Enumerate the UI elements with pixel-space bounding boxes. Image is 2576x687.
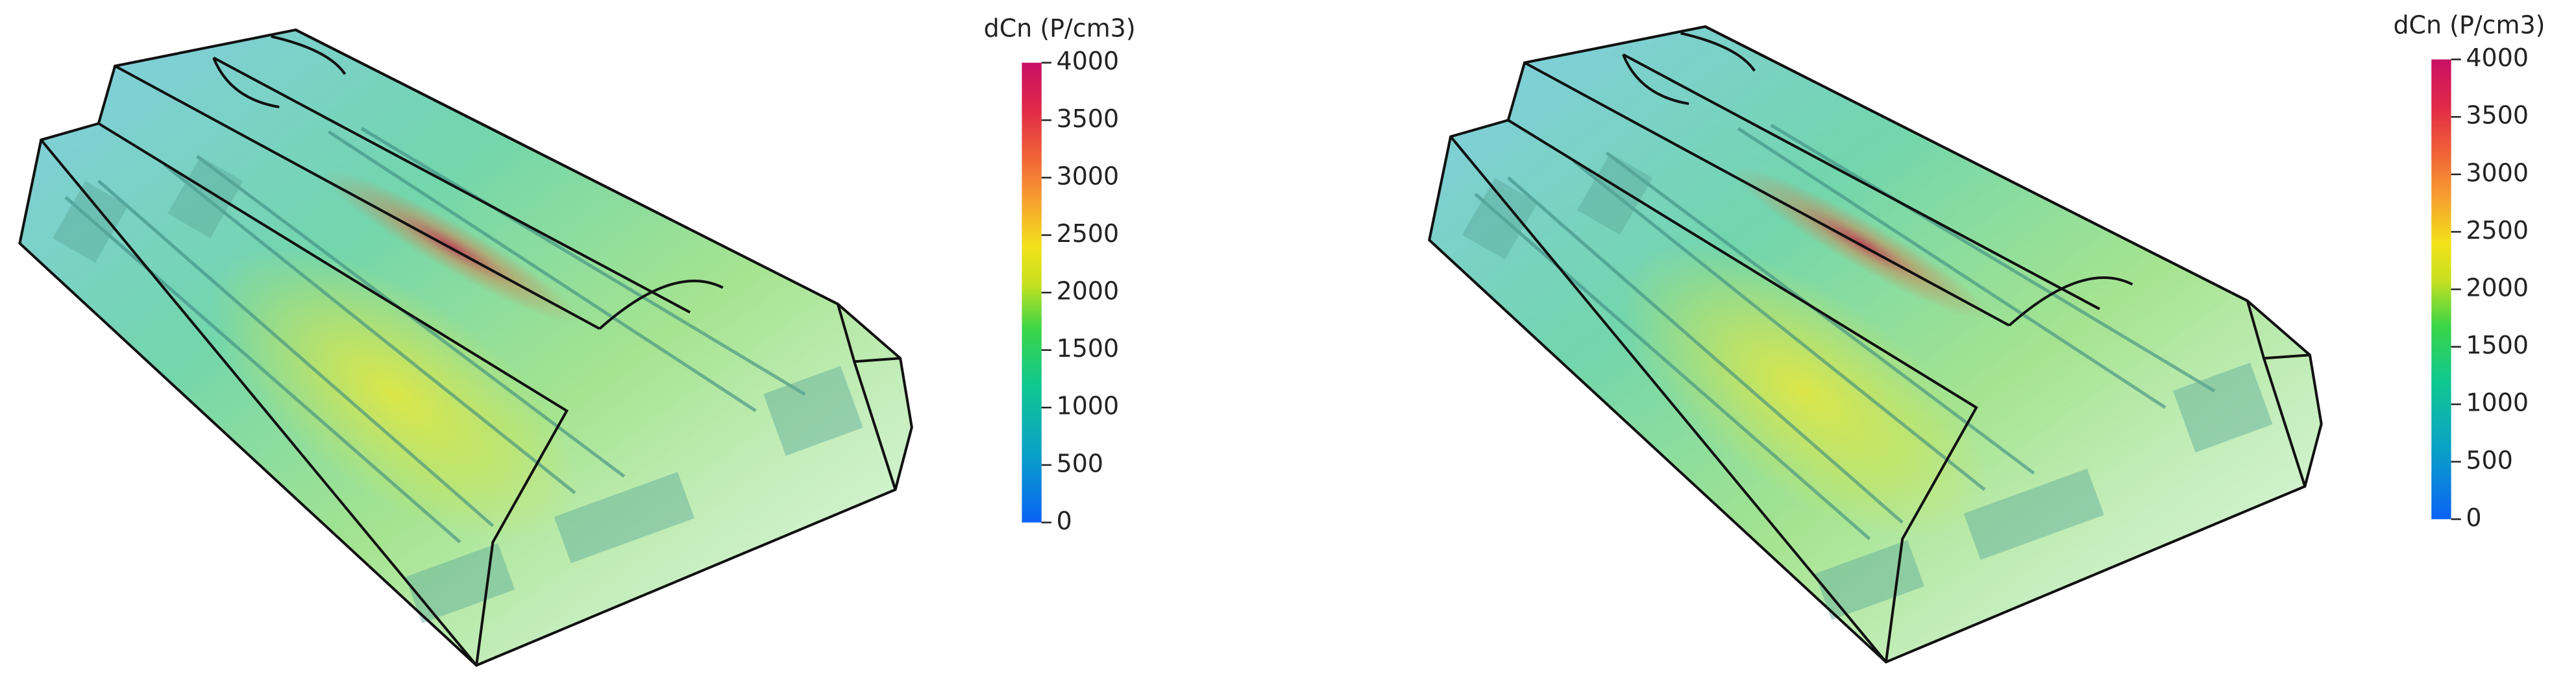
colorbar-tick-label: 3000 xyxy=(1057,162,1120,190)
colorbar-tick-label: 1000 xyxy=(2466,389,2529,417)
colorbar xyxy=(1022,62,1042,523)
colorbar-tick-label: 3500 xyxy=(1057,104,1120,133)
colorbar-title: dCn (P/cm3) xyxy=(2393,10,2545,39)
colorbar-tick-label: 500 xyxy=(1057,449,1103,477)
panels: dCn (P/cm3) 0 500 1000 1500 2000 2500 3000 3500 4… xyxy=(19,10,2545,665)
colorbar-tick-label: 0 xyxy=(2466,503,2481,532)
colorbar-tick-label: 4000 xyxy=(1057,47,1120,75)
cabin-render xyxy=(19,30,911,666)
colorbar-tick-label: 0 xyxy=(1057,507,1072,535)
colorbar-tick-label: 1500 xyxy=(2466,331,2529,359)
colorbar-tick-label: 2000 xyxy=(2466,273,2529,302)
colorbar-title: dCn (P/cm3) xyxy=(984,14,1136,43)
colorbar-tick-label: 500 xyxy=(2466,446,2512,474)
colorbar-tick-label: 3000 xyxy=(2466,158,2529,187)
panel: dCn (P/cm3) 0 500 1000 1500 2000 2500 3000 3500 4… xyxy=(19,14,1136,666)
panel: dCn (P/cm3) 0 500 1000 1500 2000 2500 3000 3500 4… xyxy=(1429,10,2545,662)
colorbar-tick-label: 2500 xyxy=(2466,216,2529,245)
colorbar-tick-label: 4000 xyxy=(2466,43,2529,72)
colorbar-tick-label: 3500 xyxy=(2466,101,2529,130)
colorbar-tick-label: 1500 xyxy=(1057,334,1120,363)
colorbar xyxy=(2431,59,2451,520)
colorbar-tick-label: 1000 xyxy=(1057,392,1120,420)
cabin-render xyxy=(1429,27,2321,662)
colorbar-tick-label: 2500 xyxy=(1057,219,1120,248)
colorbar-tick-label: 2000 xyxy=(1057,277,1120,306)
